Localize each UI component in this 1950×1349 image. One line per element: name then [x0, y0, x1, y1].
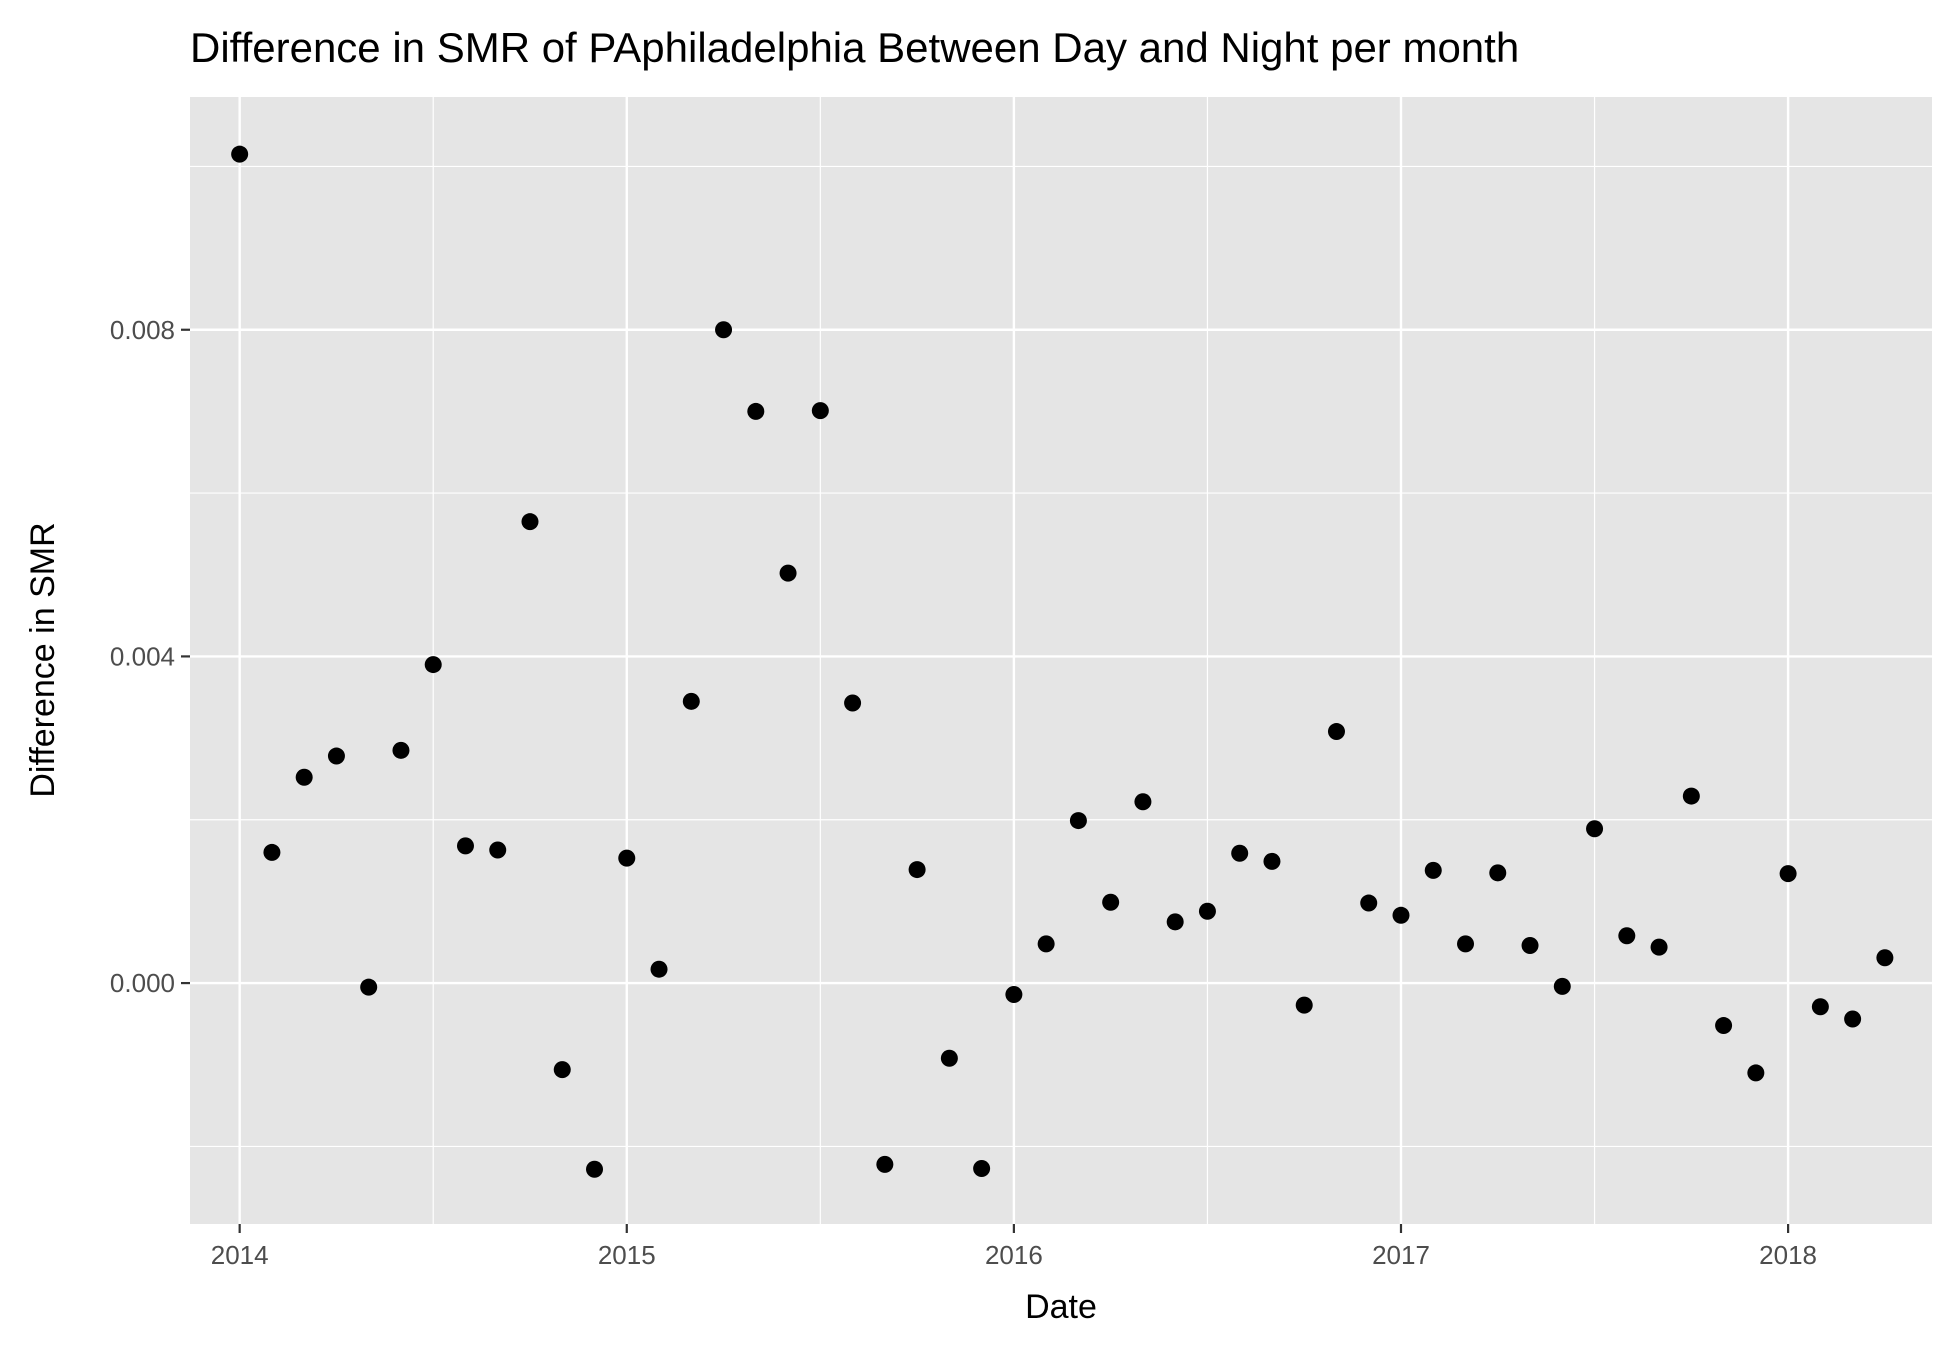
data-point [231, 145, 249, 163]
data-point [747, 402, 765, 420]
data-point [1198, 902, 1216, 920]
plot-panel [190, 97, 1932, 1224]
data-point [1682, 787, 1700, 805]
data-point [1586, 820, 1604, 838]
data-point [1779, 865, 1797, 883]
data-point [1231, 844, 1249, 862]
data-point [908, 861, 926, 879]
x-tick-label: 2016 [985, 1240, 1043, 1270]
data-point [1715, 1017, 1733, 1035]
data-point [1166, 913, 1184, 931]
data-point [586, 1160, 604, 1178]
x-tick-label: 2015 [598, 1240, 656, 1270]
x-tick-label: 2018 [1759, 1240, 1817, 1270]
data-point [1134, 793, 1152, 811]
data-point [1747, 1064, 1765, 1082]
data-point [682, 692, 700, 710]
chart-title: Difference in SMR of PAphiladelphia Betw… [190, 24, 1519, 71]
data-point [1811, 998, 1829, 1016]
x-axis: 2014 2015 2016 2017 2018 [211, 1224, 1817, 1270]
data-point [1844, 1010, 1862, 1028]
data-point [876, 1155, 894, 1173]
data-point [1102, 893, 1120, 911]
data-point [1489, 864, 1507, 882]
data-points [231, 145, 1894, 1178]
data-point [456, 837, 474, 855]
grid-major [190, 97, 1932, 1224]
data-point [844, 694, 862, 712]
data-point [1424, 861, 1442, 879]
data-point [295, 768, 313, 786]
data-point [940, 1049, 958, 1067]
data-point [553, 1061, 571, 1079]
y-axis-title: Difference in SMR [24, 522, 62, 797]
x-tick-label: 2017 [1372, 1240, 1430, 1270]
data-point [1521, 937, 1539, 955]
data-point [1295, 996, 1313, 1014]
data-point [360, 978, 378, 996]
data-point [1650, 938, 1668, 956]
data-point [327, 747, 345, 765]
data-point [1360, 894, 1378, 912]
data-point [1392, 906, 1410, 924]
data-point [1876, 949, 1894, 967]
data-point [811, 402, 829, 420]
y-tick-label: 0.004 [110, 641, 175, 671]
data-point [1618, 927, 1636, 945]
y-tick-label: 0.008 [110, 315, 175, 345]
data-point [1005, 986, 1023, 1004]
data-point [973, 1159, 991, 1177]
data-point [1553, 977, 1571, 995]
data-point [650, 960, 668, 978]
data-point [489, 841, 507, 859]
y-axis: 0.000 0.004 0.008 [110, 315, 190, 998]
data-point [1327, 723, 1345, 741]
data-point [392, 741, 410, 759]
data-point [779, 564, 797, 582]
data-point [618, 849, 636, 867]
y-tick-label: 0.000 [110, 968, 175, 998]
data-point [1037, 935, 1055, 953]
data-point [1263, 852, 1281, 870]
x-axis-title: Date [1025, 1288, 1097, 1326]
data-point [1457, 935, 1475, 953]
data-point [263, 843, 281, 861]
data-point [521, 513, 539, 531]
x-tick-label: 2014 [211, 1240, 269, 1270]
data-point [424, 656, 442, 674]
data-point [1069, 812, 1087, 830]
data-point [715, 321, 733, 339]
